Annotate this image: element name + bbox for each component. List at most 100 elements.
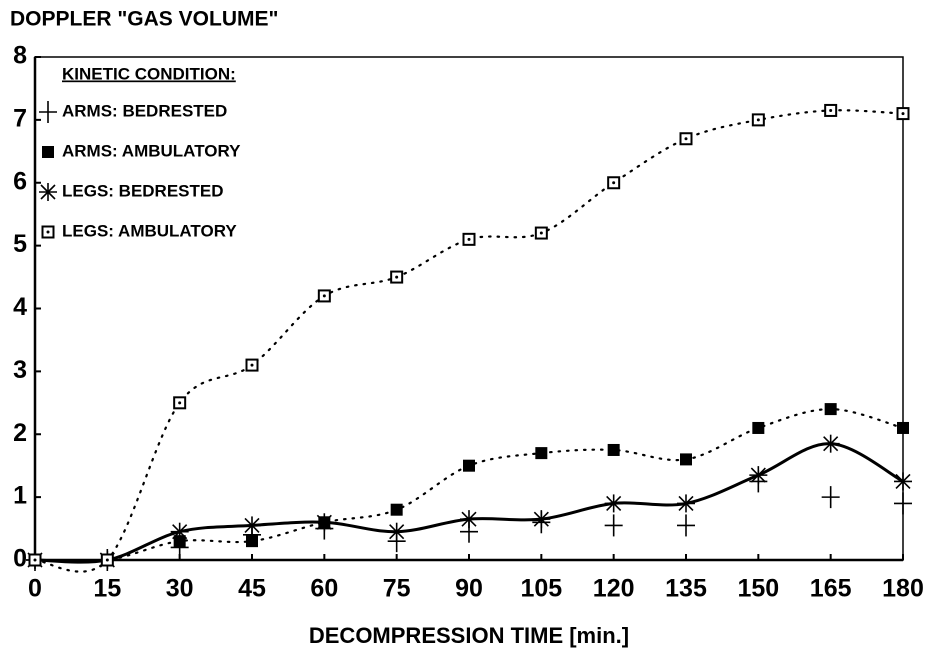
marker [604,514,623,537]
y-tick-label: 7 [13,104,27,132]
marker-part [172,524,188,540]
marker-part [895,473,911,489]
x-tick-label: 150 [737,575,779,603]
marker [752,421,765,434]
marker [824,103,838,117]
y-tick-label: 6 [13,167,27,195]
legend-label: LEGS: AMBULATORY [62,221,237,240]
y-tick-label: 2 [13,419,27,447]
marker [170,522,189,541]
marker [315,513,334,532]
marker-part [680,453,692,466]
marker-part [178,401,182,405]
marker [173,396,187,410]
x-tick-label: 120 [593,575,635,603]
marker-part [533,511,549,527]
legend-label: ARMS: AMBULATORY [62,141,241,160]
marker-part [389,524,405,540]
marker [243,516,261,535]
series-line [33,109,905,573]
marker [680,453,692,466]
x-tick-label: 105 [520,575,562,603]
marker-part [105,558,109,562]
x-tick-label: 75 [383,575,411,603]
marker-part [612,181,616,185]
plot-frame [34,56,904,561]
marker-part [750,467,766,483]
marker [677,514,695,537]
marker [39,183,57,201]
marker [679,132,693,146]
x-tick-label: 15 [93,575,121,603]
marker-part [390,503,403,516]
marker [42,146,54,158]
y-tick-label: 4 [13,293,27,321]
y-tick-label: 0 [13,545,27,573]
x-tick-label: 135 [665,575,707,603]
marker-part [316,514,332,530]
legend-label: ARMS: BEDRESTED [62,101,227,120]
marker [896,107,910,121]
x-tick-label: 90 [455,575,483,603]
marker [245,358,259,372]
marker [604,494,623,513]
y-tick-label: 8 [13,42,27,70]
chart-title: DOPPLER "GAS VOLUME" [10,8,278,31]
x-tick-label: 45 [238,575,266,603]
marker-part [46,230,50,234]
legend-title: KINETIC CONDITION: [62,64,236,83]
marker-part [461,511,477,527]
marker-part [42,146,54,158]
y-tick-label: 5 [13,230,27,258]
marker [749,466,768,485]
marker [390,503,403,516]
marker [246,535,258,548]
marker [460,510,478,529]
marker-part [250,363,254,367]
marker [824,403,837,416]
marker-part [33,558,37,562]
marker-part [173,535,186,548]
marker [751,113,765,127]
marker-part [322,294,326,298]
marker-part [463,459,475,472]
y-tick-label: 1 [13,482,27,510]
x-tick-label: 60 [310,575,338,603]
marker [173,535,186,548]
marker [100,553,114,567]
marker [390,270,404,284]
marker-part [897,421,909,434]
marker-part [395,275,399,279]
marker [39,101,57,123]
marker-part [539,231,543,235]
marker-part [246,535,258,548]
marker-part [684,137,688,141]
marker [387,522,406,541]
marker-part [40,184,56,200]
marker-part [535,447,548,460]
marker-part [607,443,620,456]
legend-label: LEGS: BEDRESTED [62,181,224,200]
marker [28,553,42,567]
marker-part [756,118,760,122]
x-axis-label: DECOMPRESSION TIME [min.] [309,623,629,648]
x-tick-label: 180 [882,575,924,603]
marker-part [678,495,694,511]
marker-part [824,403,837,416]
marker [534,226,548,240]
marker [607,176,621,190]
marker [821,434,840,453]
marker [894,472,912,491]
marker [462,232,476,246]
x-tick-label: 30 [166,575,194,603]
marker [41,225,55,239]
marker [532,510,551,529]
marker-part [823,436,839,452]
x-tick-label: 0 [28,575,42,603]
marker [821,486,840,509]
marker-part [901,112,905,116]
x-tick-label: 165 [810,575,852,603]
marker [535,447,548,460]
marker [463,459,475,472]
